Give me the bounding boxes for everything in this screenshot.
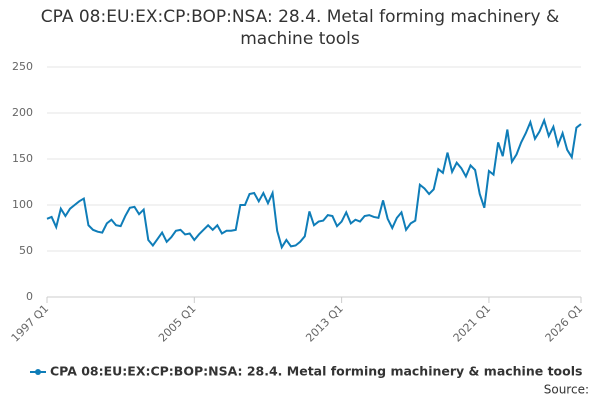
x-tick-label: 1997 Q1 — [9, 302, 52, 345]
y-tick-label: 250 — [12, 60, 33, 73]
y-tick-label: 0 — [26, 290, 33, 303]
x-tick-label: 2026 Q1 — [543, 302, 586, 345]
y-tick-label: 100 — [12, 198, 33, 211]
legend-marker — [35, 369, 41, 375]
legend-label: CPA 08:EU:EX:CP:BOP:NSA: 28.4. Metal for… — [50, 364, 582, 379]
chart-title: CPA 08:EU:EX:CP:BOP:NSA: 28.4. Metal for… — [40, 7, 560, 49]
x-tick-label: 2005 Q1 — [156, 302, 199, 345]
y-tick-label: 150 — [12, 152, 33, 165]
x-tick-label: 2013 Q1 — [303, 302, 346, 345]
y-tick-label: 200 — [12, 106, 33, 119]
y-tick-label: 50 — [19, 244, 33, 257]
source: Source: — [544, 383, 589, 397]
series-line — [46, 117, 582, 250]
x-tick-label: 2021 Q1 — [451, 302, 494, 345]
